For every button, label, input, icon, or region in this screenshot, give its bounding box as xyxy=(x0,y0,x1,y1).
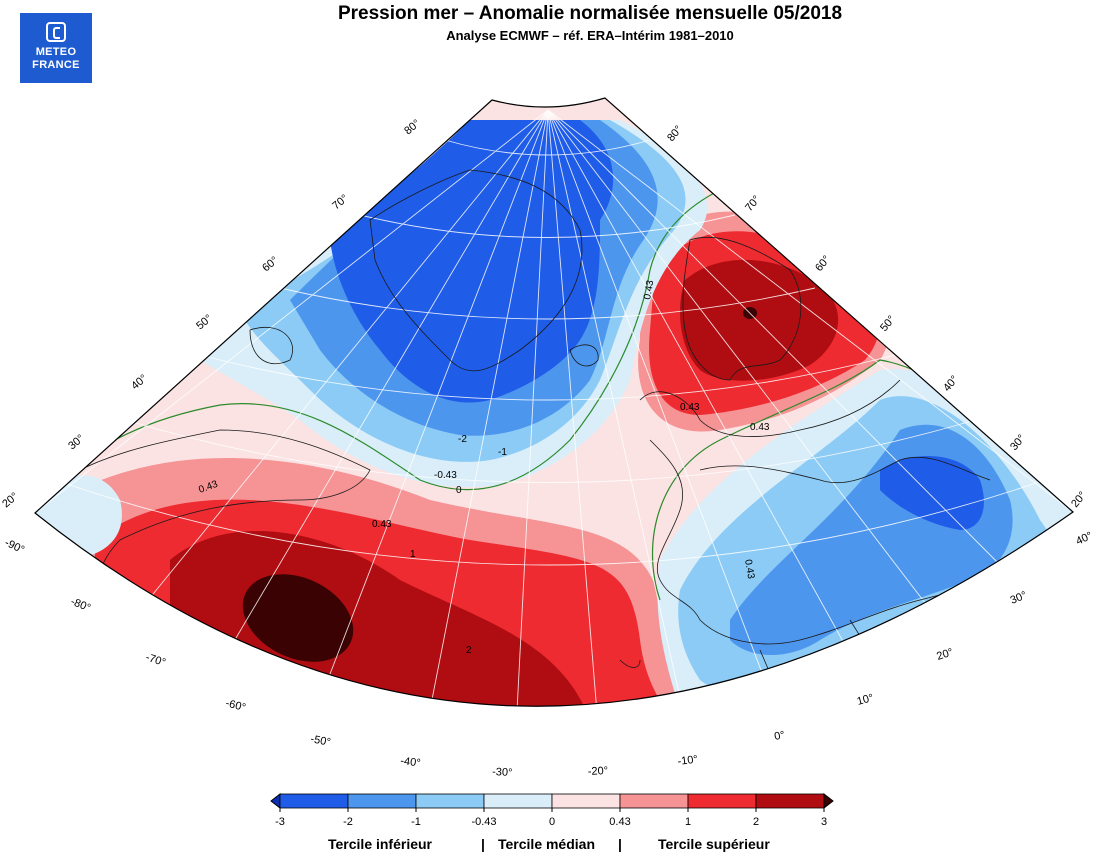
contour-label: 0.43 xyxy=(750,422,770,433)
lon-label: -80° xyxy=(69,596,92,615)
legend-tick-label: -3 xyxy=(275,816,285,828)
legend-tick-label: 0 xyxy=(549,816,555,828)
anomaly-field xyxy=(35,98,1073,707)
lon-label: 0° xyxy=(773,729,786,743)
tercile-separator: | xyxy=(481,836,485,852)
lon-label: -70° xyxy=(144,651,167,669)
color-legend: -3 -2 -1 -0.43 0 0.43 1 2 3 xyxy=(270,792,834,828)
contour-label: 0.43 xyxy=(642,279,656,301)
graticule xyxy=(35,109,1073,707)
logo-line-1: METEO xyxy=(35,46,77,58)
contour-label: 1 xyxy=(410,549,416,560)
legend-below-arrow xyxy=(270,792,281,810)
legend-swatch xyxy=(687,793,757,809)
lat-label: 30° xyxy=(66,432,86,452)
contour-label: 0.43 xyxy=(680,402,700,413)
anomaly-max-atlantic xyxy=(242,574,354,662)
lat-label: 70° xyxy=(743,193,763,213)
contour-label: 0.43 xyxy=(372,519,392,530)
legend-swatch xyxy=(755,793,825,809)
map-title: Pression mer – Anomalie normalisée mensu… xyxy=(337,3,843,24)
lat-label: 20° xyxy=(1069,489,1089,509)
tercile-lower-label: Tercile inférieur xyxy=(328,836,433,852)
contour-label: 0 xyxy=(456,485,462,496)
legend-tick-label: 3 xyxy=(821,816,827,828)
contour-label: -0.43 xyxy=(434,470,457,481)
lon-label: 40° xyxy=(1074,530,1094,548)
legend-swatch xyxy=(415,793,485,809)
logo-line-2: FRANCE xyxy=(32,59,80,71)
legend-tick-label: -2 xyxy=(343,816,353,828)
lat-label: 70° xyxy=(330,192,350,212)
map-subtitle: Analyse ECMWF – réf. ERA–Intérim 1981–20… xyxy=(446,28,734,43)
contour-label: 2 xyxy=(466,645,472,656)
lon-label: -20° xyxy=(588,765,609,778)
contour-label: -1 xyxy=(498,447,507,458)
legend-tick-label: -1 xyxy=(411,816,421,828)
legend-swatch xyxy=(483,793,553,809)
tercile-median-label: Tercile médian xyxy=(498,836,596,852)
lon-label: -30° xyxy=(492,766,513,779)
contour-label: -2 xyxy=(458,434,467,445)
tercile-legend: Tercile inférieur | Tercile médian | Ter… xyxy=(0,836,1100,856)
contour-label: 0.43 xyxy=(742,559,756,581)
lon-label: -50° xyxy=(309,733,331,749)
lat-label: 80° xyxy=(402,117,422,137)
lat-label: 60° xyxy=(260,254,280,274)
lat-label: 30° xyxy=(1008,432,1028,452)
lat-label: 40° xyxy=(941,373,961,393)
legend-swatch xyxy=(347,793,417,809)
legend-above-arrow xyxy=(823,792,834,810)
lat-label: 60° xyxy=(813,253,833,273)
map-frame xyxy=(34,97,1074,707)
tercile-separator: | xyxy=(618,836,622,852)
lat-label: 50° xyxy=(194,312,214,332)
tercile-upper-label: Tercile supérieur xyxy=(658,836,770,852)
legend-tick-label: 0.43 xyxy=(609,816,630,828)
lon-label: -10° xyxy=(677,754,699,768)
legend-tick-label: 1 xyxy=(685,816,691,828)
meteo-france-logo: METEO FRANCE xyxy=(20,13,92,83)
lon-label: -60° xyxy=(224,697,247,714)
lat-label: 20° xyxy=(0,490,20,510)
meteo-france-emblem-icon xyxy=(46,22,66,42)
legend-tick-label: 2 xyxy=(753,816,759,828)
lon-label: 20° xyxy=(935,646,955,663)
lon-label: 10° xyxy=(856,692,875,708)
lat-label: 40° xyxy=(129,372,149,392)
lon-label: -40° xyxy=(400,755,422,769)
legend-swatch xyxy=(619,793,689,809)
lon-label: -90° xyxy=(3,537,26,556)
legend-swatch xyxy=(551,793,621,809)
lon-label: 30° xyxy=(1009,589,1029,606)
lat-label: 50° xyxy=(878,313,898,333)
legend-swatch xyxy=(279,793,349,809)
lat-label: 80° xyxy=(665,123,685,143)
legend-tick-label: -0.43 xyxy=(471,816,496,828)
